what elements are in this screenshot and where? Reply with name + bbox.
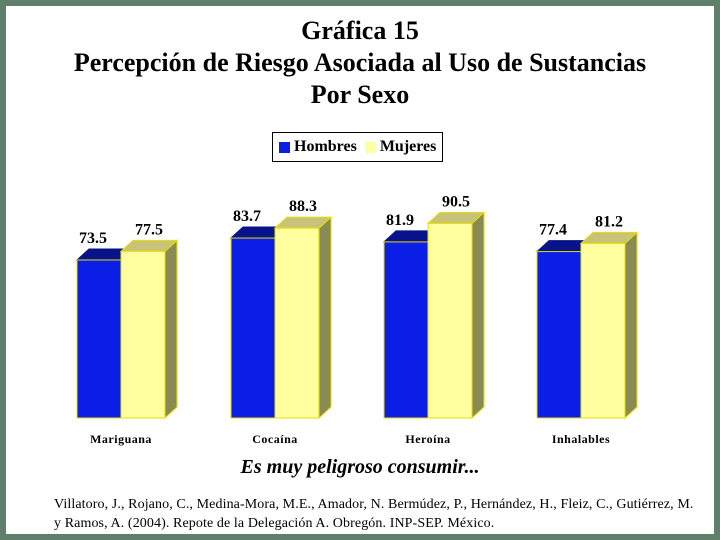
legend-label-mujeres: Mujeres (379, 138, 437, 155)
category-label-mariguana: Mariguana (90, 432, 152, 446)
legend-item-mujeres: Mujeres (364, 138, 437, 156)
legend-swatch-mujeres (364, 141, 376, 153)
legend-swatch-hombres (279, 141, 290, 153)
data-label-mariguana-hombres: 73.5 (79, 230, 107, 247)
chart-title-line-1: Gráfica 15 (301, 16, 419, 45)
bar-side-heroina-mujeres (471, 211, 485, 420)
bar-cocaina-hombres (230, 237, 276, 419)
data-label-heroina-hombres: 81.9 (386, 212, 414, 229)
bar-inhalables-mujeres (580, 242, 626, 419)
category-label-heroina: Heroína (405, 432, 450, 446)
legend-label-hombres: Hombres (294, 138, 357, 155)
bar-heroina-mujeres (427, 222, 473, 419)
chart-tagline: Es muy peligroso consumir... (240, 456, 480, 478)
data-label-inhalables-hombres: 77.4 (539, 222, 567, 239)
bar-cocaina-mujeres (274, 227, 320, 419)
chart-legend: Hombres Mujeres (272, 132, 444, 162)
chart-title-line-2: Percepción de Riesgo Asociada al Uso de … (73, 48, 647, 77)
bar-inhalables-hombres (536, 251, 582, 419)
category-label-inhalables: Inhalables (552, 432, 610, 446)
source-citation: Villatoro, J., Rojano, C., Medina-Mora, … (54, 497, 694, 531)
bar-mariguana-mujeres (120, 250, 166, 419)
bar-heroina-hombres (383, 241, 429, 419)
data-label-cocaina-hombres: 83.7 (233, 208, 261, 225)
bar-side-mariguana-mujeres (164, 239, 178, 420)
bar-side-cocaina-mujeres (318, 216, 332, 420)
category-label-cocaina: Cocaína (252, 432, 298, 446)
data-label-mariguana-mujeres: 77.5 (135, 221, 163, 238)
chart-title-line-3: Por Sexo (310, 80, 410, 109)
bar-side-inhalables-mujeres (624, 231, 638, 420)
bar-mariguana-hombres (76, 259, 122, 419)
bar-chart: 73.5 77.5 Mariguana 83.7 88.3 Cocaína 81.9 90.5… (75, 193, 639, 446)
data-label-cocaina-mujeres: 88.3 (289, 198, 317, 215)
data-label-inhalables-mujeres: 81.2 (595, 213, 623, 230)
data-label-heroina-mujeres: 90.5 (442, 193, 470, 210)
legend-item-hombres: Hombres (279, 138, 357, 156)
